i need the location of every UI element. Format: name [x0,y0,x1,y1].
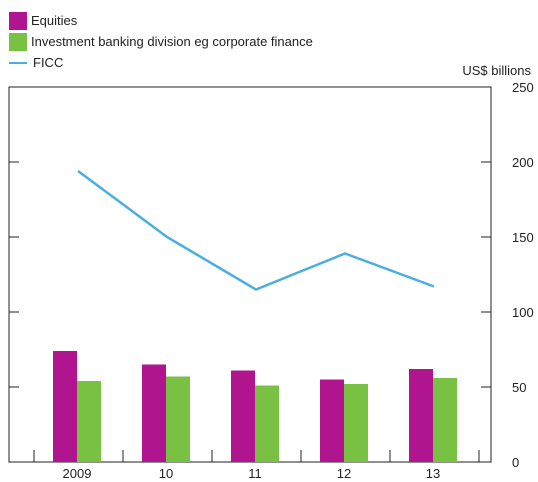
legend-label-equities: Equities [31,13,78,28]
ficc-swatch [9,61,27,64]
bar-equities [53,351,77,462]
bar-ibd [77,381,101,462]
line-ficc [77,169,435,291]
x-tick-label: 11 [248,466,262,481]
bar-equities [320,379,344,462]
bar-ibd [344,384,368,462]
legend-label-ibd: Investment banking division eg corporate… [31,34,313,49]
legend: Equities Investment banking division eg … [9,10,313,73]
bar-ibd [255,385,279,462]
y-tick-label: 200 [512,155,534,170]
bar-ibd [433,378,457,462]
y-tick-label: 150 [512,230,534,245]
y-tick-label: 250 [512,80,534,95]
x-tick-label: 2009 [63,466,92,481]
x-tick-label: 13 [426,466,440,481]
unit-label: US$ billions [462,63,531,78]
y-tick-label: 50 [512,380,526,395]
y-tick-label: 0 [512,455,519,470]
x-tick-label: 10 [159,466,173,481]
legend-label-ficc: FICC [33,55,64,70]
bar-ibd [166,376,190,462]
ibd-swatch [9,32,27,51]
bar-equities [142,364,166,462]
legend-item-ibd: Investment banking division eg corporate… [9,31,313,52]
y-tick-label: 100 [512,305,534,320]
legend-item-ficc: FICC [9,52,313,73]
bar-equities [231,370,255,462]
bar-equities [409,369,433,462]
x-tick-label: 12 [337,466,351,481]
equities-swatch [9,11,27,30]
legend-item-equities: Equities [9,10,313,31]
